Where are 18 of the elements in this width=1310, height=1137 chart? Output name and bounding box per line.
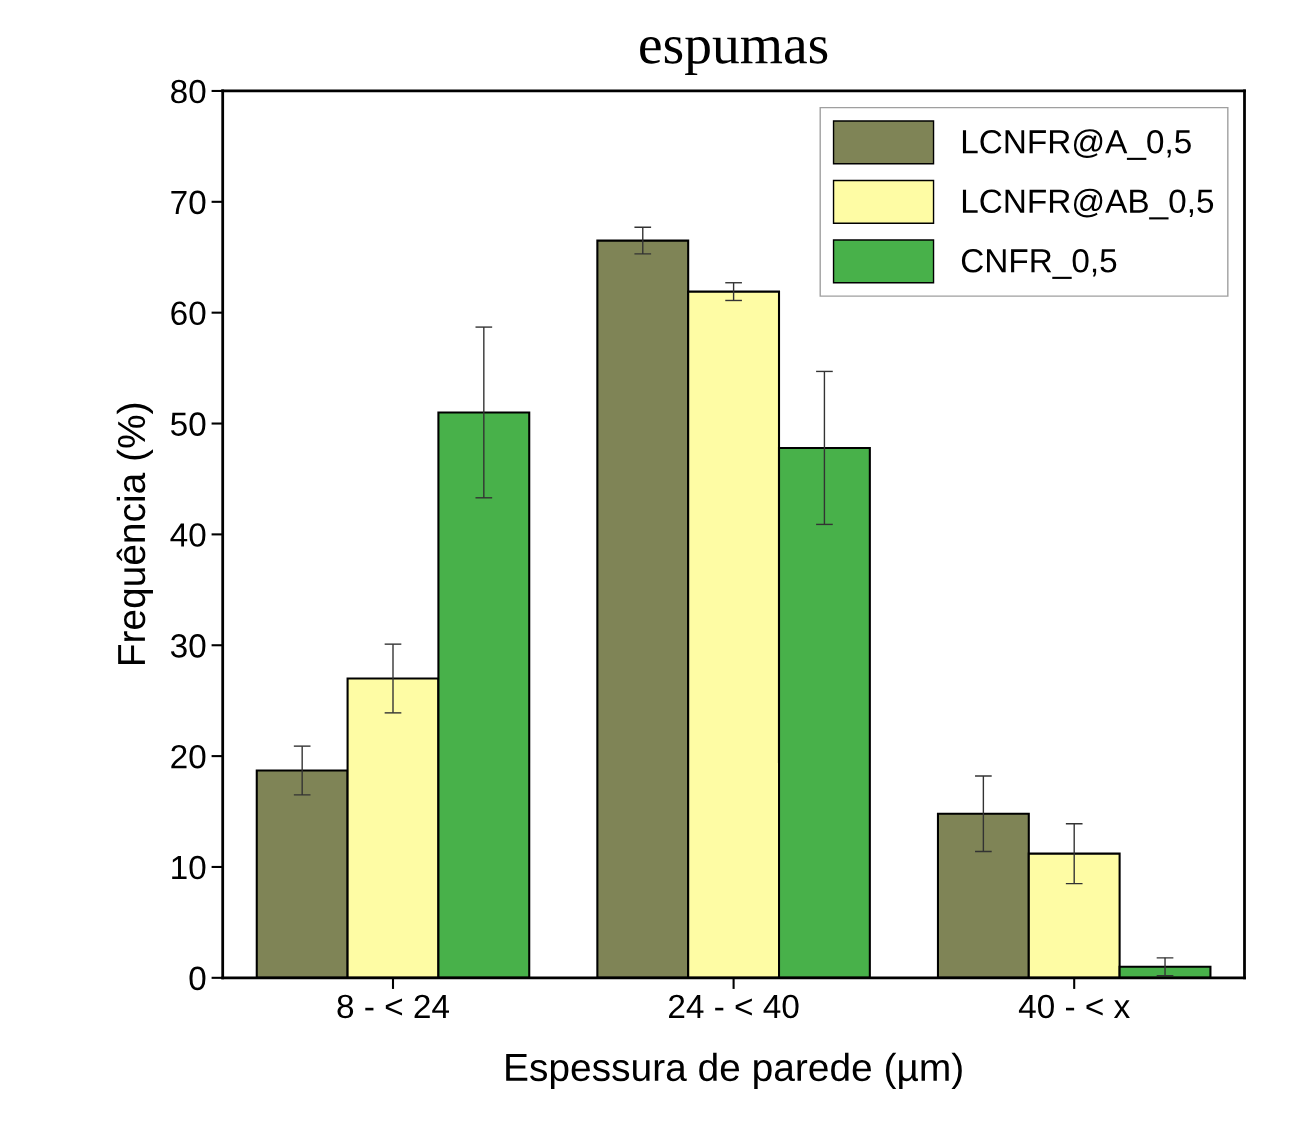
legend-label: CNFR_0,5: [961, 249, 1117, 279]
y-tick-label: 50: [170, 412, 206, 436]
y-tick-label: 60: [171, 301, 206, 326]
y-tick-label: 80: [171, 79, 206, 104]
y-tick-label: 20: [171, 744, 206, 769]
x-tick-label: 8 - < 24: [337, 994, 450, 1019]
x-tick-label: 40 - < x: [1018, 994, 1130, 1019]
y-tick-label: 0: [189, 966, 206, 991]
x-axis-title: Espessura de parede (µm): [506, 1052, 962, 1089]
y-tick-label: 10: [172, 855, 206, 880]
y-axis-title: Frequência (%): [116, 403, 153, 665]
y-tick-label: 70: [171, 190, 206, 215]
legend-label: LCNFR@AB_0,5: [962, 188, 1214, 220]
chart-title: espumas: [640, 37, 828, 76]
x-tick-label: 24 - < 40: [669, 994, 799, 1019]
y-tick-label: 30: [170, 634, 206, 658]
y-tick-label: 40: [170, 523, 206, 547]
legend-label: LCNFR@A_0,5: [962, 129, 1191, 160]
